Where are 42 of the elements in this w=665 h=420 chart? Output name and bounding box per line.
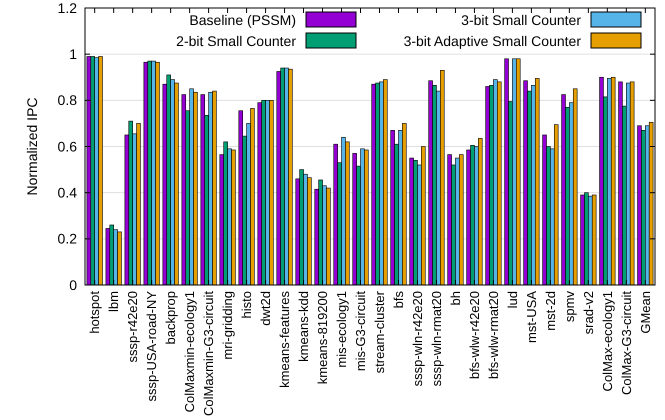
x-tick-label: spmv bbox=[562, 290, 577, 322]
x-tick-label: bh bbox=[448, 291, 463, 306]
x-tick-label: bfs bbox=[391, 290, 406, 308]
x-tick-label: ColMaxmin-ecology1 bbox=[182, 291, 198, 412]
x-tick-label: mis-ecology1 bbox=[334, 291, 350, 368]
x-tick-label: kmeans-819200 bbox=[315, 291, 330, 384]
legend-label: Baseline (PSSM) bbox=[189, 12, 296, 28]
x-tick-label: ColMax-G3-circuit bbox=[618, 290, 634, 396]
x-tick-label: sssp-wln-r42e20 bbox=[410, 291, 426, 386]
x-tick-label: srad-v2 bbox=[580, 291, 596, 334]
y-tick-label: 0.2 bbox=[58, 230, 78, 247]
x-tick-label: GMean bbox=[638, 291, 653, 334]
x-tick-label: histo bbox=[239, 291, 254, 318]
y-tick-label: 1 bbox=[69, 46, 78, 62]
y-tick-label: 0.8 bbox=[58, 92, 78, 108]
x-tick-label: mst-USA bbox=[524, 290, 539, 343]
x-tick-label: mri-gridding bbox=[220, 291, 236, 360]
x-tick-label: backprop bbox=[163, 291, 178, 344]
x-tick-label: stream-cluster bbox=[372, 290, 388, 374]
x-tick-label: mis-G3-circuit bbox=[353, 290, 368, 372]
x-tick-label: bfs-wlw-r42e20 bbox=[466, 291, 482, 380]
x-tick-label: lbm bbox=[106, 291, 122, 312]
y-tick-label: 0 bbox=[69, 276, 78, 293]
x-tick-label: ColMax-ecology1 bbox=[600, 291, 615, 392]
x-tick-label: hotspot bbox=[87, 290, 102, 334]
x-tick-label: kmeans-kdd bbox=[296, 291, 312, 362]
x-tick-label: bfs-wlw-rmat20 bbox=[486, 291, 501, 380]
y-axis-title: Normalized IPC bbox=[24, 97, 40, 196]
x-tick-label: sssp-wln-rmat20 bbox=[429, 291, 444, 386]
x-tick-label: sssp-r42e20 bbox=[125, 291, 140, 363]
legend-label: 3-bit Adaptive Small Counter bbox=[404, 32, 582, 49]
legend-label: 3-bit Small Counter bbox=[461, 12, 582, 28]
y-tick-label: 0.6 bbox=[58, 138, 78, 154]
x-tick-label: kmeans-features bbox=[277, 290, 292, 388]
legend-label: 2-bit Small Counter bbox=[176, 32, 296, 49]
y-tick-label: 1.2 bbox=[58, 0, 78, 16]
x-tick-label: ColMaxmin-G3-circuit bbox=[201, 290, 216, 416]
x-tick-label: sssp-USA-road-NY bbox=[144, 290, 160, 402]
y-tick-label: 0.4 bbox=[58, 184, 78, 201]
x-tick-label: mst-2d bbox=[542, 291, 558, 331]
x-tick-label: dwt2d bbox=[258, 291, 274, 326]
x-tick-label: lud bbox=[504, 291, 520, 308]
